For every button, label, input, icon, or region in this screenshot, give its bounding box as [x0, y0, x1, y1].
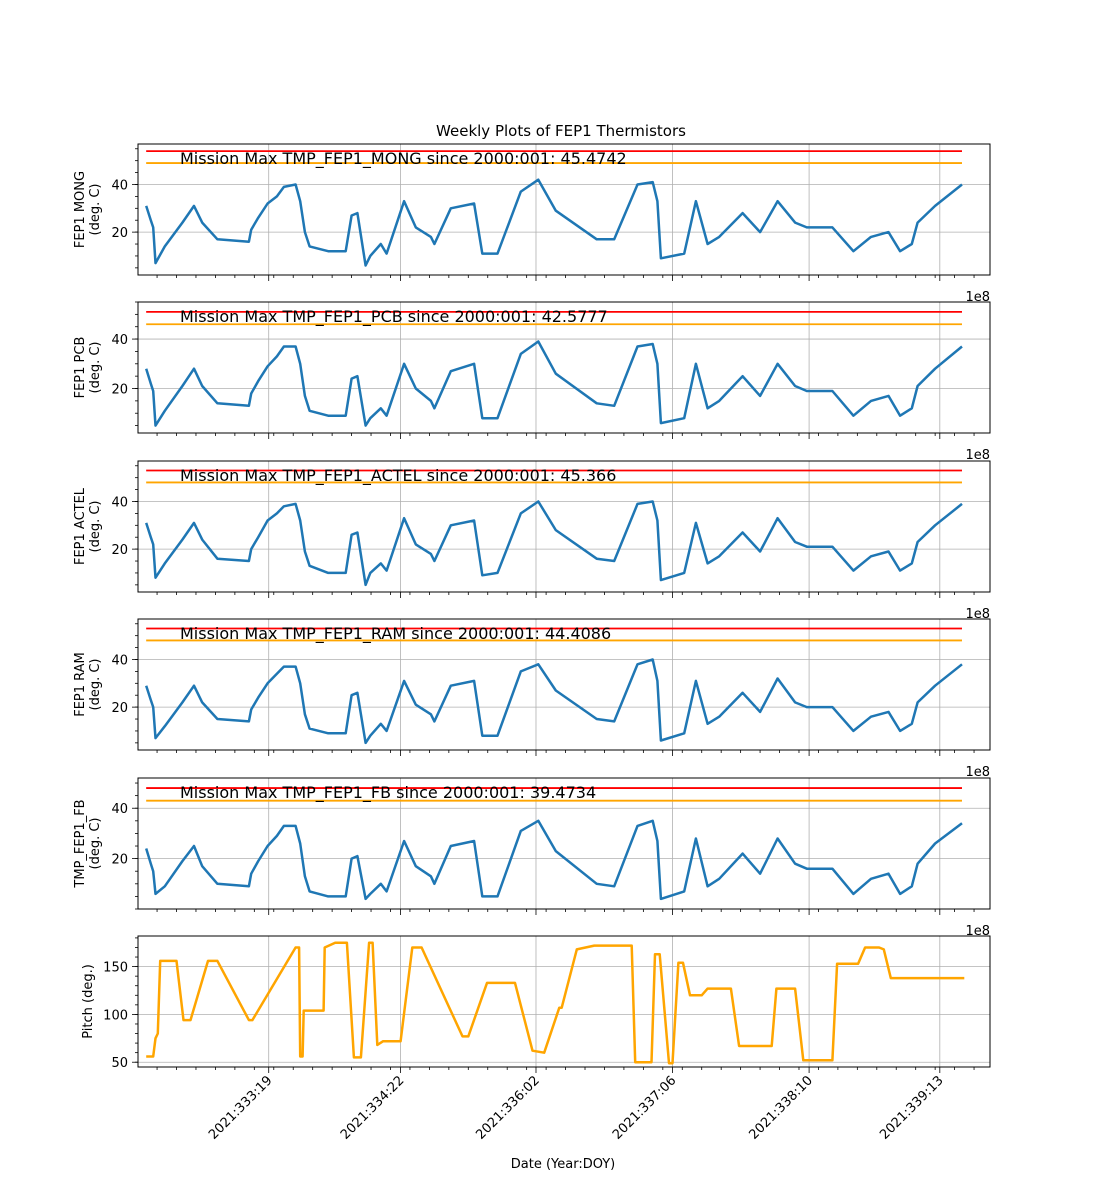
plot-frame — [137, 935, 991, 1068]
panel-2: 20 40 Mission Max TMP_FEP1_PCB since 2000:… — [73, 301, 991, 463]
y-tick-label: 20 — [111, 383, 128, 398]
y-axis-label: (deg. C) — [88, 342, 103, 394]
y-axis-label: FEP1 RAM — [73, 652, 88, 717]
y-axis-label: FEP1 PCB — [73, 337, 88, 399]
temperature-series-line — [145, 658, 963, 745]
y-tick-label: 150 — [103, 961, 128, 976]
temperature-series-line — [145, 819, 963, 901]
y-axis-label: (deg. C) — [88, 659, 103, 711]
mission-max-annotation: Mission Max TMP_FEP1_ACTEL since 2000:00… — [180, 466, 616, 486]
y-tick-label: 50 — [111, 1056, 128, 1071]
mission-max-annotation: Mission Max TMP_FEP1_RAM since 2000:001:… — [180, 624, 611, 644]
temperature-series-line — [145, 500, 963, 587]
x-offset-label: 1e8 — [965, 290, 990, 305]
y-axis-label: TMP_FEP1_FB — [73, 799, 88, 888]
y-axis-label: Pitch (deg.) — [81, 964, 96, 1039]
y-tick-label: 40 — [111, 333, 128, 348]
y-tick-label: 20 — [111, 543, 128, 558]
y-tick-label: 40 — [111, 495, 128, 510]
mission-max-annotation: Mission Max TMP_FEP1_MONG since 2000:001… — [180, 149, 627, 169]
panel-1: 20 40 Mission Max TMP_FEP1_MONG since 2000… — [73, 143, 991, 305]
plot-frame — [137, 618, 991, 751]
y-axis-label: (deg. C) — [88, 501, 103, 553]
y-axis-label: (deg. C) — [88, 184, 103, 236]
plot-frame — [137, 301, 991, 434]
temperature-series-line — [145, 178, 963, 267]
panel-3: 20 40 Mission Max TMP_FEP1_ACTEL since 200… — [73, 460, 991, 622]
y-axis-label: (deg. C) — [88, 818, 103, 870]
x-offset-label: 1e8 — [965, 924, 990, 939]
figure-title: Weekly Plots of FEP1 Thermistors — [436, 122, 686, 140]
y-tick-label: 20 — [111, 226, 128, 241]
mission-max-annotation: Mission Max TMP_FEP1_FB since 2000:001: … — [180, 783, 596, 803]
y-tick-label: 20 — [111, 853, 128, 868]
y-axis-label: FEP1 MONG — [73, 171, 88, 248]
x-offset-label: 1e8 — [965, 448, 990, 463]
panel-5: 20 40 Mission Max TMP_FEP1_FB since 2000:0… — [73, 777, 991, 939]
y-tick-label: 100 — [103, 1008, 128, 1023]
y-tick-label: 40 — [111, 653, 128, 668]
y-tick-label: 40 — [111, 802, 128, 817]
panel-4: 20 40 Mission Max TMP_FEP1_RAM since 2000:… — [73, 618, 991, 780]
pitch-series-line — [146, 941, 965, 1065]
panel-6: 50 100 150 Pitch (deg.) — [81, 935, 991, 1073]
x-axis-label: Date (Year:DOY) — [511, 1157, 616, 1172]
y-tick-label: 40 — [111, 178, 128, 193]
plot-frame — [137, 460, 991, 593]
temperature-series-line — [145, 340, 963, 427]
y-tick-label: 20 — [111, 701, 128, 716]
y-axis-label: FEP1 ACTEL — [73, 487, 88, 565]
x-offset-label: 1e8 — [965, 765, 990, 780]
x-offset-label: 1e8 — [965, 607, 990, 622]
plot-frame — [137, 777, 991, 910]
plot-frame — [137, 143, 991, 276]
mission-max-annotation: Mission Max TMP_FEP1_PCB since 2000:001:… — [180, 307, 608, 327]
